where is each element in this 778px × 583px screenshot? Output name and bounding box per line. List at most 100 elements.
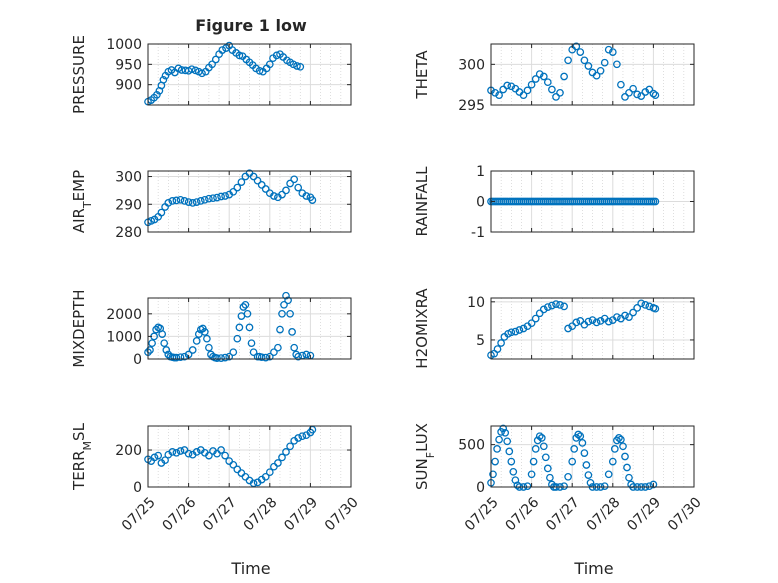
x-tick-label: 07/30 — [322, 494, 362, 534]
data-point — [491, 88, 499, 97]
data-point — [539, 72, 548, 81]
data-point — [509, 467, 518, 476]
data-point — [560, 482, 568, 491]
y-tick-label: 10 — [467, 295, 485, 311]
data-point — [651, 197, 660, 206]
data-point — [184, 198, 193, 206]
data-point — [253, 176, 262, 185]
data-point — [198, 69, 206, 78]
data-point — [564, 324, 572, 333]
data-point — [168, 448, 177, 456]
data-point — [592, 71, 601, 80]
data-point — [556, 88, 564, 97]
data-point — [249, 172, 258, 181]
data-point — [651, 91, 660, 100]
data-point — [560, 302, 568, 311]
data-point — [298, 432, 307, 441]
data-point — [507, 457, 516, 466]
data-point — [621, 93, 629, 101]
data-point — [497, 339, 505, 347]
data-point — [217, 446, 225, 454]
data-point — [205, 451, 213, 460]
data-point — [218, 46, 227, 54]
data-point — [209, 194, 217, 203]
data-point — [294, 183, 303, 192]
axes-frame — [490, 297, 695, 360]
data-point — [176, 353, 185, 362]
data-point — [576, 48, 585, 56]
data-point — [296, 62, 305, 71]
data-point — [621, 452, 629, 461]
data-point — [578, 439, 587, 447]
data-point — [289, 60, 298, 69]
data-point — [556, 301, 564, 309]
data-point — [596, 317, 605, 325]
data-point — [196, 197, 205, 205]
data-point — [568, 322, 577, 331]
y-axis-label: MIXDEPTH — [70, 289, 88, 367]
data-point — [217, 354, 225, 362]
data-point — [621, 311, 629, 320]
y-tick-label: 500 — [458, 438, 485, 454]
data-point — [633, 90, 642, 99]
y-tick-label: 200 — [115, 443, 142, 459]
x-tick-label: 07/30 — [665, 494, 705, 534]
x-tick-label: 07/29 — [624, 494, 664, 534]
axes-frame — [147, 170, 352, 233]
data-point — [489, 470, 497, 479]
data-point — [649, 89, 658, 98]
data-point — [203, 334, 211, 343]
data-point — [507, 82, 516, 91]
data-point — [580, 449, 589, 457]
data-point — [527, 470, 536, 479]
data-point — [229, 348, 238, 357]
data-point — [604, 45, 613, 54]
data-point — [574, 430, 583, 439]
data-point — [576, 317, 585, 325]
data-point — [302, 192, 311, 200]
data-point — [608, 457, 617, 466]
data-point — [568, 457, 577, 466]
data-point — [548, 301, 556, 310]
data-point — [527, 80, 536, 89]
data-point — [576, 432, 585, 441]
data-point — [235, 51, 244, 60]
data-point — [503, 81, 512, 90]
x-axis-label-left: Time — [230, 559, 270, 578]
data-point — [221, 353, 229, 362]
data-point — [278, 190, 286, 199]
subplot-pressure: 900 950 1000 PRESSURE — [70, 35, 352, 114]
x-tick-label: 07/27 — [200, 494, 240, 534]
data-point — [641, 301, 650, 309]
x-tick-label: 07/26 — [502, 494, 542, 534]
x-tick-label: 07/27 — [543, 494, 583, 534]
axes-frame — [490, 425, 695, 488]
data-point — [150, 453, 159, 462]
data-point — [211, 55, 220, 64]
y-axis-label: RAINFALL — [413, 166, 431, 237]
data-point — [535, 70, 544, 78]
data-point — [608, 48, 617, 56]
data-point — [637, 299, 646, 308]
data-point — [548, 85, 556, 94]
x-tick-label: 07/29 — [281, 494, 321, 534]
data-point — [192, 448, 201, 456]
data-point — [613, 60, 621, 69]
data-point — [213, 193, 221, 202]
data-point — [592, 318, 601, 327]
data-point — [531, 445, 540, 453]
data-point — [188, 346, 197, 354]
data-point — [172, 448, 181, 457]
data-point — [184, 449, 193, 458]
data-point — [600, 58, 609, 67]
data-point — [233, 183, 242, 192]
data-point — [188, 199, 197, 207]
subplot-theta: 295 300 THETA — [413, 42, 695, 114]
subplot-mixdepth: 0 1000 2000 MIXDEPTH — [70, 289, 352, 368]
x-tick-label: 07/28 — [241, 494, 281, 534]
data-point — [572, 42, 581, 51]
data-point — [537, 434, 546, 442]
data-point — [239, 303, 248, 311]
data-point — [278, 309, 286, 318]
data-point — [491, 457, 499, 466]
